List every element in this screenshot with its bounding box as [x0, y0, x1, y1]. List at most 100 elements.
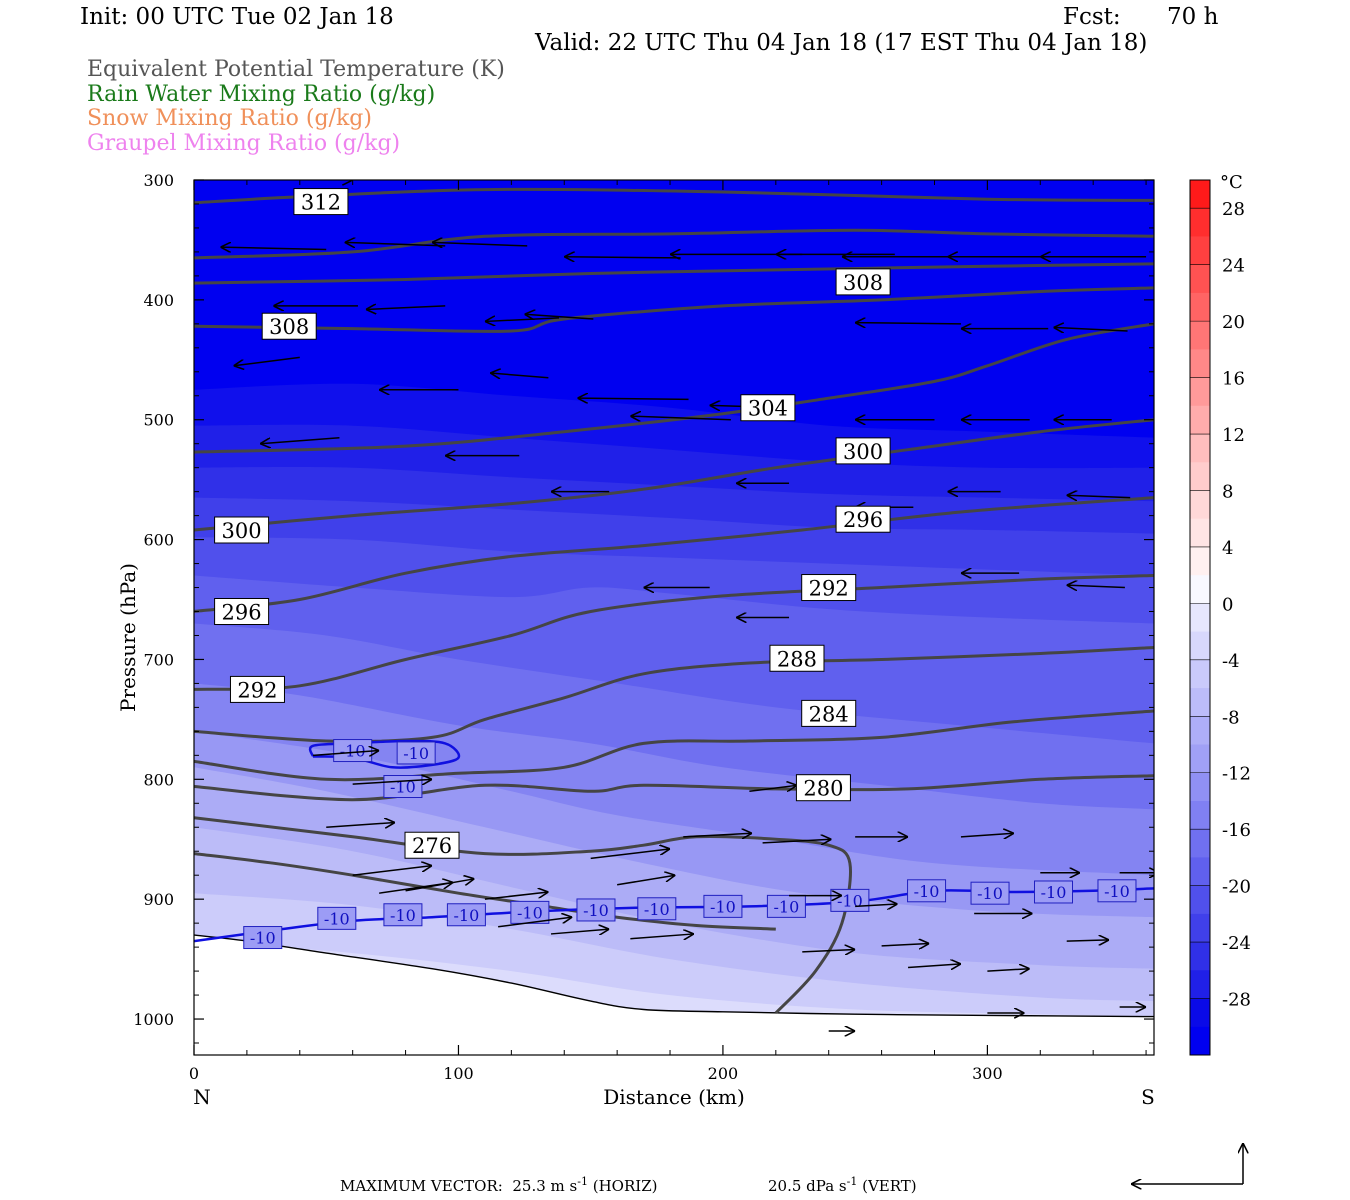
isotherm-minus10-patch: [308, 739, 461, 769]
wind-vector: [630, 934, 693, 939]
legend-theta-e: Equivalent Potential Temperature (K): [87, 57, 505, 82]
colorbar-bin: [1190, 716, 1210, 746]
colorbar-bin: [1190, 434, 1210, 463]
wind-vector: [564, 257, 681, 258]
theta-e-label-box: [261, 312, 317, 340]
theta-e-label: 300: [222, 519, 262, 543]
colorbar-bin: [1190, 659, 1210, 689]
y-tick-label: 800: [143, 770, 174, 789]
wind-vector: [855, 904, 897, 906]
isotherm-label-box: [1097, 879, 1137, 903]
forecast-hour-value: 70 h: [1167, 4, 1219, 30]
wind-vector: [326, 822, 395, 827]
theta-e-label-box: [795, 774, 851, 802]
theta-e-label: 292: [237, 678, 277, 702]
wind-vector: [220, 247, 327, 249]
north-end-label: N: [193, 1085, 211, 1109]
isotherm-label-box: [970, 881, 1010, 905]
theta-e-label-box: [801, 699, 857, 727]
wind-vector: [630, 416, 731, 420]
colorbar-bin: [1190, 857, 1210, 887]
wind-vector: [498, 917, 572, 928]
colorbar-bin: [1190, 1026, 1210, 1056]
colorbar-bin: [1190, 377, 1210, 407]
theta-e-contour: [194, 496, 1154, 613]
isotherm-label: -10: [583, 901, 609, 920]
wind-vector: [1066, 940, 1109, 941]
isotherm-label: -10: [390, 906, 416, 925]
y-tick-label: 700: [143, 650, 174, 669]
colorbar-bin: [1190, 546, 1210, 576]
wind-vector: [312, 751, 379, 756]
wind-vector: [683, 833, 752, 837]
theta-e-label: 308: [269, 315, 309, 339]
colorbar-bin: [1190, 772, 1210, 802]
theta-e-label: 300: [843, 440, 883, 464]
y-tick-label: 600: [143, 531, 174, 550]
wind-vector: [855, 323, 961, 324]
colorbar-bin: [1190, 631, 1210, 661]
wind-vector: [352, 866, 432, 876]
theta-e-label-box: [740, 394, 796, 422]
y-tick-label: 500: [143, 411, 174, 430]
terrain-surface-line: [194, 934, 1154, 1018]
theta-e-label: 312: [301, 191, 341, 215]
colorbar-bin: [1190, 998, 1210, 1028]
theta-e-label: 296: [843, 508, 883, 532]
isotherm-label: -10: [1104, 882, 1130, 901]
max-vector-horiz-exp: -1: [577, 1175, 588, 1188]
wind-vector: [366, 306, 446, 310]
theta-e-label: 308: [843, 271, 883, 295]
wind-vector: [485, 318, 559, 322]
colorbar-bin: [1190, 885, 1210, 915]
isotherm-label: -10: [340, 742, 366, 761]
colorbar-bin: [1190, 264, 1210, 294]
colorbar-bin: [1190, 800, 1210, 830]
colorbar-bin: [1190, 603, 1210, 633]
colorbar-bin: [1190, 518, 1210, 548]
wind-vector: [484, 892, 548, 900]
colorbar-bin: [1190, 321, 1210, 350]
isotherm-label-box: [317, 906, 357, 930]
wind-vector: [260, 436, 340, 444]
max-vector-vert-tag: (VERT): [862, 1177, 917, 1195]
colorbar-label: -12: [1222, 764, 1251, 785]
isotherm-label: -10: [837, 891, 863, 910]
colorbar-label: 24: [1222, 256, 1245, 277]
wind-vector: [907, 964, 961, 968]
theta-e-label-box: [404, 831, 460, 859]
plot-frame: [193, 179, 1155, 1056]
isotherm-label-box: [766, 894, 806, 918]
isotherm-label-box: [576, 898, 616, 922]
colorbar-bin: [1190, 236, 1210, 266]
isotherm-label: -10: [710, 897, 736, 916]
isotherm-label-box: [1034, 880, 1074, 904]
wind-vector: [802, 950, 855, 952]
colorbar-bin: [1190, 490, 1210, 520]
theta-e-contour: [194, 774, 1154, 802]
legend-graupel: Graupel Mixing Ratio (g/kg): [87, 131, 401, 156]
theta-e-label: 296: [222, 601, 262, 625]
theta-e-label: 304: [748, 397, 788, 421]
wind-vector: [590, 849, 670, 860]
isotherm-label: -10: [914, 882, 940, 901]
colorbar-label: 28: [1222, 199, 1245, 220]
theta-e-label-box: [769, 644, 825, 672]
theta-e-label-box: [835, 505, 891, 533]
y-tick-label: 900: [143, 890, 174, 909]
theta-e-contour: [194, 574, 1154, 691]
colorbar-bin: [1190, 405, 1210, 435]
wind-vector: [762, 839, 832, 843]
y-axis-label: Pressure (hPa): [116, 563, 140, 712]
x-tick-label: 300: [972, 1064, 1003, 1083]
x-tick-label: 0: [189, 1064, 199, 1083]
theta-e-contour: [194, 418, 1154, 532]
theta-e-label: 280: [803, 777, 843, 801]
theta-e-contour: [194, 262, 1154, 285]
colorbar-bin: [1190, 349, 1210, 379]
max-vector-horiz: 25.3 m s: [512, 1177, 578, 1195]
theta-e-label: 284: [809, 702, 849, 726]
isotherm-label-box: [907, 879, 947, 903]
valid-time: Valid: 22 UTC Thu 04 Jan 18 (17 EST Thu …: [535, 30, 1148, 56]
